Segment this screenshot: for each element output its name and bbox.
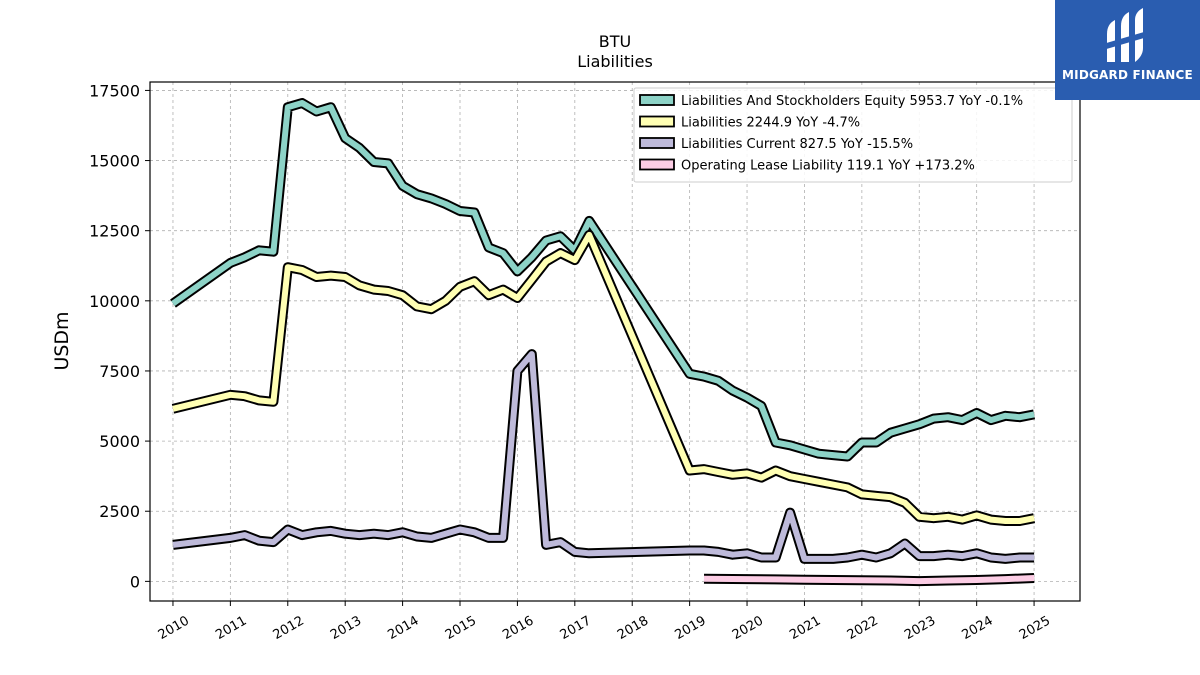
- x-tick-label: 2025: [1017, 613, 1053, 643]
- x-tick-label: 2016: [500, 613, 536, 643]
- y-tick-label: 2500: [99, 502, 140, 521]
- x-tick-label: 2019: [672, 613, 708, 643]
- x-tick-label: 2023: [902, 613, 938, 643]
- legend-entry: Liabilities And Stockholders Equity 5953…: [681, 94, 1023, 109]
- x-tick-label: 2015: [443, 613, 479, 643]
- x-tick-label: 2010: [156, 613, 192, 643]
- legend-swatch: [639, 137, 675, 149]
- series-line-operating-lease-liability: [703, 573, 1035, 587]
- y-tick-label: 15000: [89, 152, 140, 171]
- x-tick-label: 2022: [845, 613, 881, 643]
- y-tick-label: 12500: [89, 222, 140, 241]
- chart-subtitle: Liabilities: [577, 52, 653, 71]
- x-tick-label: 2012: [271, 613, 307, 643]
- x-axis: 2010 2011 2012 2013 2014 2015 2016 2017 2018 2019…: [156, 601, 1053, 643]
- legend-swatch: [639, 115, 675, 128]
- legend-swatch: [639, 158, 675, 171]
- logo-text: MIDGARD FINANCE: [1062, 68, 1193, 82]
- x-tick-label: 2011: [213, 613, 249, 643]
- x-tick-label: 2013: [328, 613, 364, 643]
- x-tick-label: 2024: [960, 613, 996, 643]
- legend-swatch: [639, 94, 675, 106]
- series-lines: [170, 98, 1036, 587]
- legend-entry: Operating Lease Liability 119.1 YoY +173…: [681, 159, 975, 174]
- midgard-finance-logo: MIDGARD FINANCE: [1055, 0, 1200, 100]
- y-tick-label: 17500: [89, 81, 140, 100]
- series-line-liabilities-and-stockholders-equity: [170, 98, 1036, 462]
- x-tick-label: 2021: [787, 613, 823, 643]
- y-tick-label: 7500: [99, 362, 140, 381]
- chart-title: BTU: [599, 32, 631, 51]
- logo-mark-icon: [1103, 8, 1151, 62]
- y-tick-label: 0: [130, 572, 140, 591]
- series-outline: [171, 229, 1036, 526]
- plot-frame: [149, 81, 1081, 602]
- y-axis: 0 2500 5000 7500 10000 12500 15000 17500: [89, 81, 150, 591]
- x-tick-label: 2020: [730, 613, 766, 643]
- legend: Liabilities And Stockholders Equity 5953…: [633, 87, 1073, 183]
- series-outline: [172, 349, 1035, 564]
- x-tick-label: 2018: [615, 613, 651, 643]
- series-line: [171, 100, 1035, 460]
- x-tick-label: 2017: [558, 613, 594, 643]
- series-line-liabilities-current: [172, 349, 1035, 564]
- series-line-liabilities: [171, 229, 1036, 526]
- series-line: [172, 231, 1035, 524]
- y-axis-label: USDm: [51, 311, 73, 370]
- series-line: [172, 351, 1035, 562]
- y-tick-label: 5000: [99, 432, 140, 451]
- legend-box: [633, 87, 1073, 183]
- legend-entry: Liabilities 2244.9 YoY -4.7%: [681, 116, 860, 131]
- x-tick-label: 2014: [385, 613, 421, 643]
- y-tick-label: 10000: [89, 292, 140, 311]
- legend-entry: Liabilities Current 827.5 YoY -15.5%: [681, 137, 913, 152]
- series-line: [703, 575, 1035, 585]
